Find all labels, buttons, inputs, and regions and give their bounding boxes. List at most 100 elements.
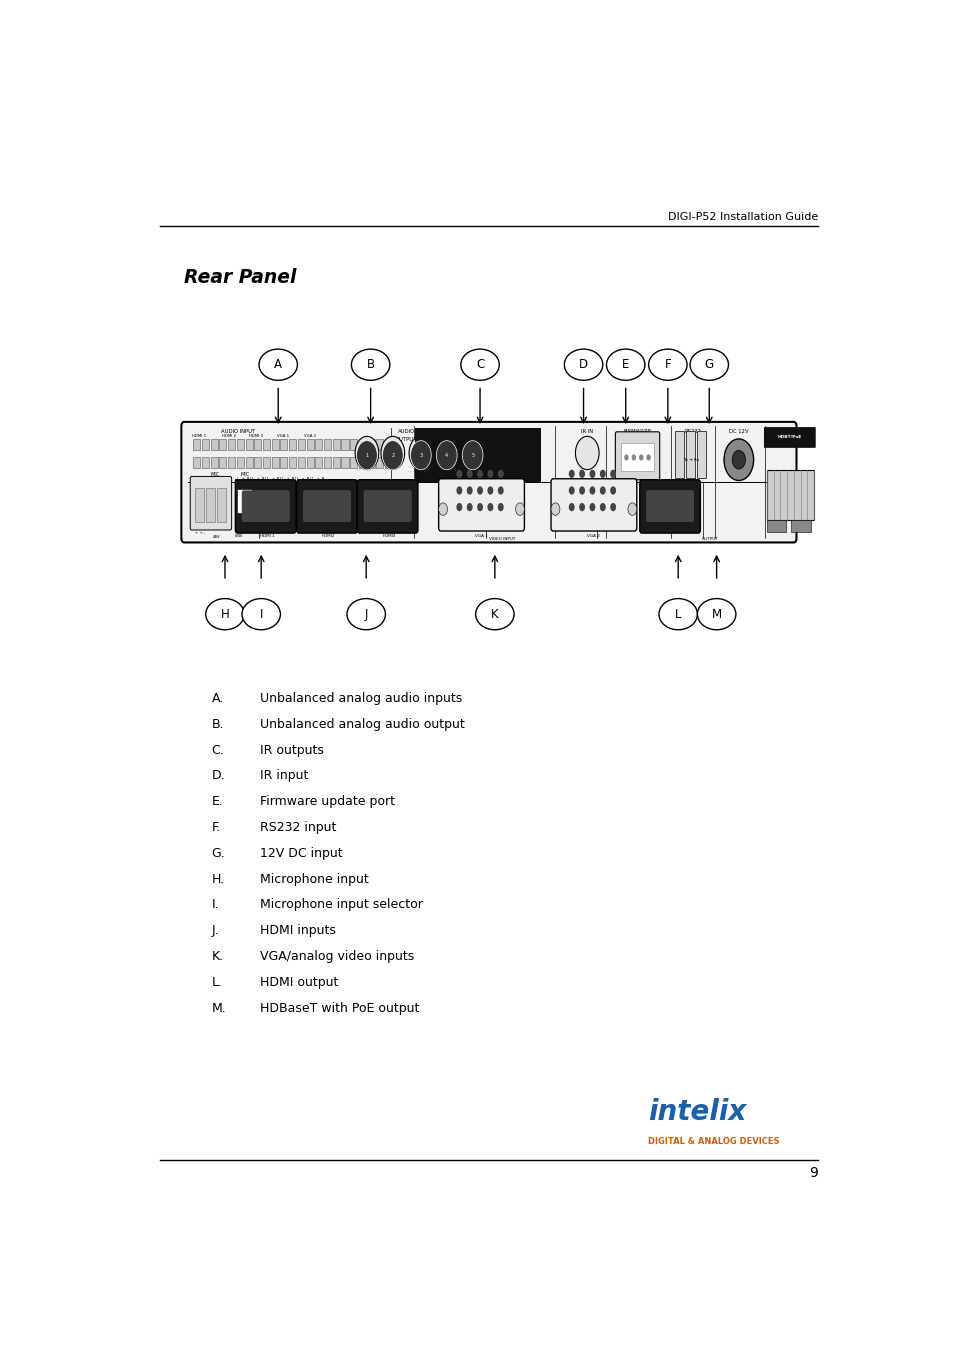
Bar (236, 439, 244, 450)
Bar (245, 439, 253, 450)
Text: 9: 9 (808, 1166, 817, 1180)
Text: C: C (476, 358, 484, 371)
Circle shape (409, 436, 433, 470)
Text: H: H (220, 608, 229, 621)
Text: IR IN: IR IN (580, 429, 593, 435)
Text: LINE: LINE (234, 535, 243, 539)
Bar (193, 458, 200, 467)
Text: VGA 1: VGA 1 (475, 535, 487, 539)
Text: + + -: + + - (194, 531, 205, 535)
Bar (685, 431, 695, 478)
FancyBboxPatch shape (190, 477, 232, 531)
Bar (341, 458, 348, 467)
Circle shape (383, 481, 395, 497)
Ellipse shape (258, 350, 297, 381)
Bar (315, 458, 322, 467)
Text: J: J (364, 608, 368, 621)
FancyBboxPatch shape (181, 421, 796, 543)
FancyBboxPatch shape (242, 490, 289, 521)
Text: D.: D. (212, 769, 225, 783)
Bar (367, 439, 375, 450)
Text: DC 12V: DC 12V (728, 429, 748, 435)
Bar (376, 458, 383, 467)
Bar (697, 431, 705, 478)
Text: DIGI-P52 Installation Guide: DIGI-P52 Installation Guide (667, 212, 817, 223)
Circle shape (460, 436, 484, 470)
Text: OUTPUT: OUTPUT (395, 437, 416, 443)
Text: HDMI 3: HDMI 3 (249, 435, 263, 439)
Circle shape (568, 486, 574, 494)
Bar (358, 458, 366, 467)
Circle shape (723, 439, 753, 481)
Circle shape (627, 502, 637, 516)
Text: B.: B. (212, 718, 224, 730)
Text: 12V DC input: 12V DC input (259, 846, 342, 860)
Bar (272, 439, 278, 450)
Bar (211, 458, 217, 467)
Text: Unbalanced analog audio inputs: Unbalanced analog audio inputs (259, 693, 461, 705)
Circle shape (575, 436, 598, 470)
Circle shape (578, 504, 584, 512)
Bar (385, 439, 392, 450)
Circle shape (382, 440, 403, 470)
Text: L + R|L + R|L + R|L + R|L + R|L + R: L + R|L + R|L + R|L + R|L + R|L + R (236, 477, 324, 481)
Text: MIC: MIC (211, 472, 220, 477)
Bar (194, 487, 203, 521)
Text: G: G (704, 358, 713, 371)
FancyBboxPatch shape (303, 490, 351, 521)
Bar (263, 458, 270, 467)
Text: HDMI3: HDMI3 (382, 535, 395, 539)
Circle shape (610, 470, 616, 478)
Circle shape (497, 504, 503, 512)
Bar (766, 470, 813, 520)
Text: VGA 2: VGA 2 (304, 435, 315, 439)
Circle shape (587, 481, 599, 497)
Text: E.: E. (212, 795, 223, 809)
Circle shape (380, 436, 404, 470)
Text: I.: I. (212, 898, 219, 911)
Circle shape (515, 502, 524, 516)
Text: AUDIO INPUT: AUDIO INPUT (221, 429, 255, 435)
Circle shape (589, 470, 595, 478)
FancyBboxPatch shape (551, 479, 637, 531)
Ellipse shape (347, 598, 385, 629)
Bar (324, 458, 331, 467)
Text: VGA 2: VGA 2 (587, 535, 599, 539)
Bar (297, 439, 305, 450)
Text: 1: 1 (365, 452, 368, 458)
Bar (228, 439, 234, 450)
Bar (228, 458, 234, 467)
Circle shape (466, 504, 472, 512)
Circle shape (435, 436, 458, 470)
Circle shape (476, 470, 482, 478)
FancyBboxPatch shape (364, 490, 411, 521)
Bar (415, 428, 540, 482)
Bar (234, 479, 253, 525)
Ellipse shape (564, 350, 602, 381)
Text: Unbalanced analog audio output: Unbalanced analog audio output (259, 718, 464, 730)
Circle shape (589, 504, 595, 512)
Ellipse shape (351, 350, 390, 381)
Ellipse shape (460, 350, 498, 381)
FancyBboxPatch shape (296, 479, 357, 533)
Bar (206, 487, 214, 521)
FancyBboxPatch shape (639, 479, 700, 533)
Text: intelix: intelix (647, 1098, 745, 1126)
Ellipse shape (697, 598, 735, 629)
Ellipse shape (659, 598, 697, 629)
Bar (333, 439, 339, 450)
Bar (315, 439, 322, 450)
Bar (367, 458, 375, 467)
Circle shape (610, 504, 616, 512)
Circle shape (623, 455, 628, 460)
Circle shape (599, 504, 605, 512)
Circle shape (466, 486, 472, 494)
Text: IR outputs: IR outputs (259, 744, 323, 757)
Bar (216, 487, 226, 521)
Bar (306, 439, 314, 450)
Text: IR OUT: IR OUT (467, 429, 485, 435)
Circle shape (487, 504, 493, 512)
Bar (766, 520, 785, 532)
Text: AUDIO: AUDIO (397, 429, 415, 435)
Circle shape (456, 470, 462, 478)
